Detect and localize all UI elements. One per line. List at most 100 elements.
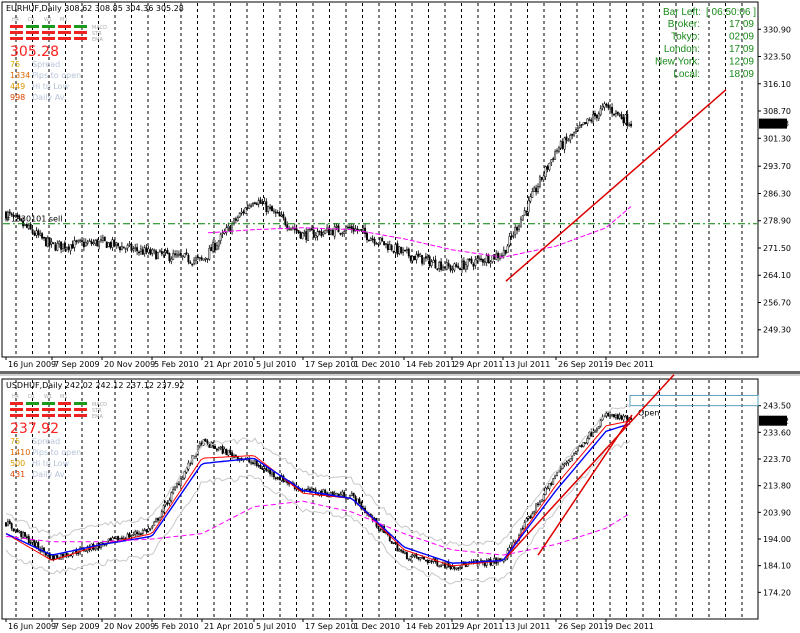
candle-body xyxy=(225,227,228,233)
signal-cell xyxy=(42,414,55,417)
timeframe-label: M1 xyxy=(60,17,68,23)
candle-body xyxy=(62,243,64,249)
candle-body xyxy=(56,243,59,251)
ma-label: MACD xyxy=(92,402,107,408)
candle-body xyxy=(544,166,547,178)
candle-body xyxy=(618,114,621,116)
candle-body xyxy=(523,522,526,530)
candle-body xyxy=(417,253,420,257)
candle-body xyxy=(352,492,355,497)
candle-body xyxy=(588,119,591,121)
candle-body xyxy=(44,237,47,247)
indicator-label: Daily Av. xyxy=(32,93,66,102)
candle-body xyxy=(388,244,391,250)
x-tick-label: 14 Feb 2011 xyxy=(406,622,456,631)
candle-body xyxy=(449,265,452,271)
candle-body xyxy=(198,443,201,447)
candle-body xyxy=(117,243,120,247)
candle-body xyxy=(447,263,450,267)
y-tick-label: 223.70 xyxy=(763,455,791,464)
candle-body xyxy=(605,412,608,417)
open-label: Open xyxy=(638,408,659,417)
candle-body xyxy=(552,478,555,485)
candle-body xyxy=(272,210,275,213)
candle-body xyxy=(136,531,139,535)
candle-body xyxy=(105,241,108,249)
candle-body xyxy=(518,225,520,230)
candle-body xyxy=(151,249,154,254)
candle-body xyxy=(573,132,576,136)
candle-body xyxy=(109,538,112,541)
candle-body xyxy=(33,232,36,236)
candle-body xyxy=(225,449,228,456)
x-tick-label: 21 Apr 2010 xyxy=(204,360,253,369)
candle-body xyxy=(155,518,158,522)
candle-body xyxy=(504,249,507,254)
candle-body xyxy=(14,528,17,531)
x-tick-label: 5 Jul 2010 xyxy=(256,622,296,631)
candle-body xyxy=(92,242,95,245)
y-tick-label: 233.60 xyxy=(763,428,791,437)
clock-city: Local: xyxy=(673,69,700,80)
candle-body xyxy=(183,253,186,258)
candle-body xyxy=(284,218,287,226)
candle-body xyxy=(328,227,330,236)
candle-body xyxy=(584,122,587,124)
candle-body xyxy=(217,240,220,247)
candle-body xyxy=(75,240,78,243)
candle-body xyxy=(580,445,583,448)
candle-body xyxy=(428,256,431,267)
candle-body xyxy=(65,247,68,250)
candle-body xyxy=(595,428,598,432)
candle-body xyxy=(234,218,237,221)
candle-body xyxy=(214,243,216,251)
candle-body xyxy=(177,483,180,486)
candle-body xyxy=(221,446,224,454)
indicator-label: Spread xyxy=(32,60,60,69)
candle-body xyxy=(345,226,348,231)
indicator-value: 75 xyxy=(10,60,20,69)
candle-body xyxy=(6,211,9,219)
candle-body xyxy=(468,258,471,261)
candle-body xyxy=(305,489,308,491)
candle-body xyxy=(381,238,384,241)
candle-body xyxy=(120,537,123,540)
candle-body xyxy=(626,113,629,126)
candle-body xyxy=(502,249,505,256)
candle-body xyxy=(174,253,177,256)
signal-cell xyxy=(58,31,71,34)
indicator-value: 449 xyxy=(10,82,25,91)
candle-body xyxy=(257,200,260,205)
candle-body xyxy=(481,259,484,263)
candle-body xyxy=(474,259,477,266)
candle-body xyxy=(79,547,82,554)
candle-body xyxy=(128,533,131,538)
candle-body xyxy=(563,137,566,150)
indicator-value: 998 xyxy=(10,93,25,102)
candle-body xyxy=(483,562,486,566)
candle-body xyxy=(453,566,456,569)
signal-cell xyxy=(10,31,23,34)
candle-body xyxy=(176,253,178,257)
candle-body xyxy=(50,555,53,560)
candle-body xyxy=(174,486,177,490)
signal-cell xyxy=(10,25,23,28)
candle-body xyxy=(398,549,401,552)
candle-body xyxy=(280,214,283,217)
candle-body xyxy=(493,254,496,260)
x-tick-label: 21 Apr 2010 xyxy=(204,622,253,631)
candle-body xyxy=(354,496,357,504)
candle-body xyxy=(576,127,579,131)
candle-body xyxy=(88,240,91,242)
candle-body xyxy=(527,516,530,519)
candle-body xyxy=(415,554,418,558)
candle-body xyxy=(348,495,351,498)
candle-body xyxy=(580,124,583,126)
x-tick-label: 1 Dec 2010 xyxy=(354,360,400,369)
sell-label: #1830101 sell xyxy=(4,215,62,224)
candle-body xyxy=(373,238,376,244)
x-tick-label: 9 Dec 2011 xyxy=(608,360,654,369)
chart-header: EURHUF,Daily 308.62 308.85 304.36 305.28 xyxy=(6,4,184,13)
candle-body xyxy=(54,555,57,560)
candle-body xyxy=(179,252,182,256)
